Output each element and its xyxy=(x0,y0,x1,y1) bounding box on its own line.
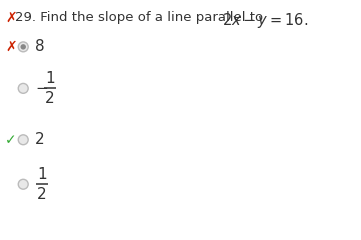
Text: 1: 1 xyxy=(37,167,47,182)
Text: 1: 1 xyxy=(45,71,55,86)
Text: −: − xyxy=(35,81,48,96)
Text: ✗: ✗ xyxy=(5,11,17,25)
Circle shape xyxy=(21,44,26,50)
Circle shape xyxy=(18,84,28,93)
Text: 2: 2 xyxy=(45,91,55,106)
Text: 29. Find the slope of a line parallel to: 29. Find the slope of a line parallel to xyxy=(15,11,264,24)
Text: 2: 2 xyxy=(37,187,47,202)
Circle shape xyxy=(18,42,28,52)
Text: ✗: ✗ xyxy=(5,40,17,54)
Circle shape xyxy=(18,135,28,145)
Text: 2: 2 xyxy=(35,132,45,147)
Text: $2x-y=16.$: $2x-y=16.$ xyxy=(222,11,308,30)
Text: ✓: ✓ xyxy=(5,133,17,147)
Text: 8: 8 xyxy=(35,39,45,54)
Circle shape xyxy=(18,179,28,189)
